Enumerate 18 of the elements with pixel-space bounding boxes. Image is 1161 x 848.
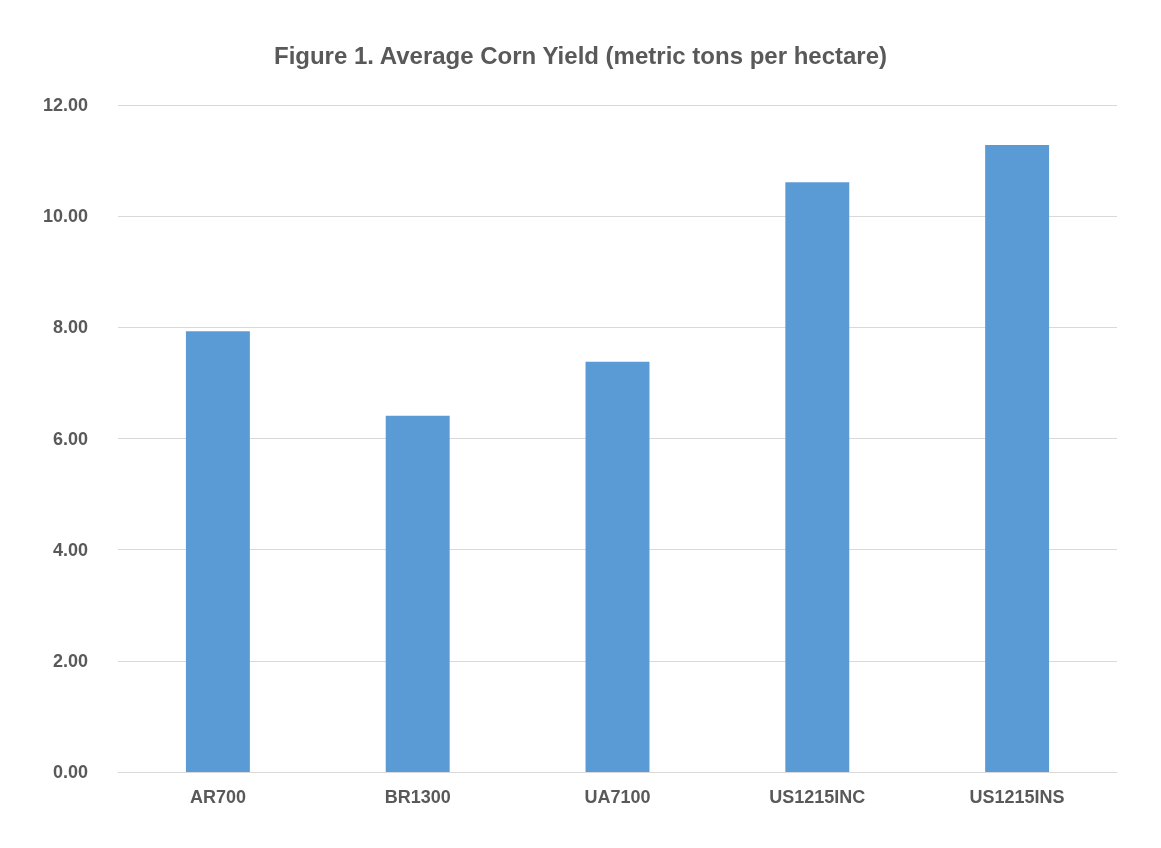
bar <box>985 145 1050 772</box>
y-tick-label: 12.00 <box>42 95 88 115</box>
bar <box>185 331 250 772</box>
x-tick-label: UA7100 <box>584 787 651 807</box>
chart-title: Figure 1. Average Corn Yield (metric tons per hectare) <box>273 41 888 69</box>
bar <box>585 361 650 772</box>
y-tick-label: 10.00 <box>42 206 88 227</box>
bar <box>385 415 450 772</box>
bar <box>785 182 850 772</box>
y-tick-label: 4.00 <box>52 539 88 560</box>
x-tick-label: BR1300 <box>384 787 451 807</box>
y-tick-label: 8.00 <box>52 317 88 338</box>
x-tick-label: US1215INC <box>769 787 866 807</box>
x-tick-label: AR700 <box>189 787 246 807</box>
x-tick-label: US1215INS <box>969 787 1065 807</box>
y-tick-label: 0.00 <box>52 762 88 782</box>
y-tick-label: 2.00 <box>52 650 88 671</box>
y-tick-label: 6.00 <box>52 428 88 449</box>
